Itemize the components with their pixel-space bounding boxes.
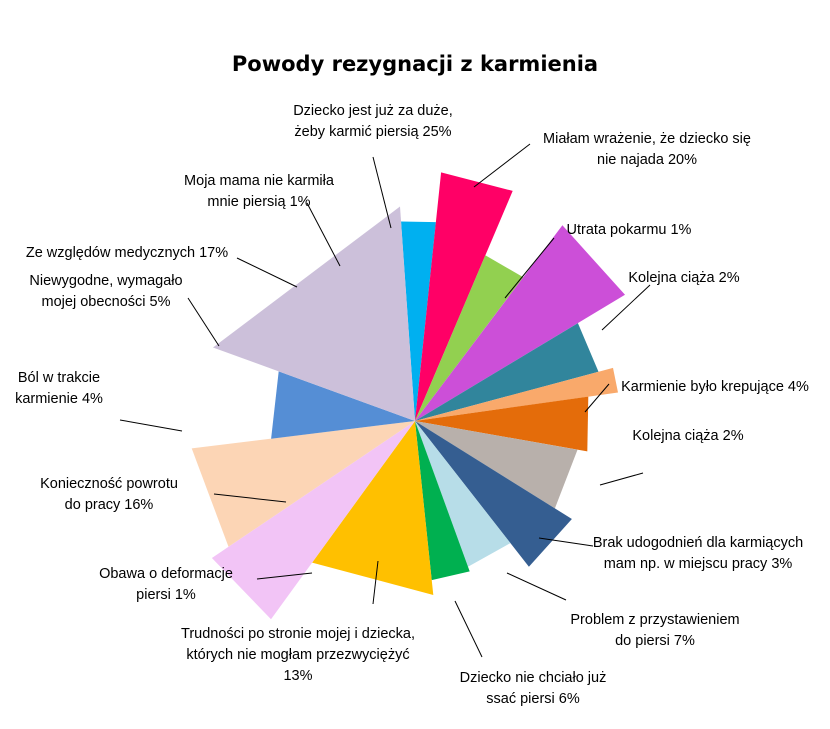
slice-label: Moja mama nie karmiła <box>184 173 335 189</box>
leader-line <box>504 237 555 299</box>
leader-line <box>372 156 392 229</box>
leader-line <box>584 383 610 413</box>
slice-label: do pracy 16% <box>65 497 154 513</box>
pie-slice <box>415 396 589 452</box>
pie-slice <box>415 367 618 421</box>
slice-label: 13% <box>283 668 312 684</box>
pie-wedges <box>191 172 625 620</box>
slice-label: mam np. w miejscu pracy 3% <box>604 556 793 572</box>
leader-line <box>372 560 379 605</box>
slice-label: Problem z przystawieniem <box>570 612 739 628</box>
slice-label: Miałam wrażenie, że dziecko się <box>543 131 751 147</box>
slice-label: Trudności po stronie mojej i dziecka, <box>181 626 415 642</box>
leader-line <box>538 537 594 547</box>
slice-label: Ból w trakcie <box>18 370 100 386</box>
pie-slice <box>415 421 470 581</box>
slice-label: Niewygodne, wymagało <box>29 273 182 289</box>
leader-line <box>119 419 183 432</box>
slice-label: Dziecko jest już za duże, <box>293 103 453 119</box>
slice-label: Kolejna ciąża 2% <box>628 270 739 286</box>
leader-line <box>236 257 298 288</box>
slice-label: nie najada 20% <box>597 152 697 168</box>
leader-line <box>187 297 220 347</box>
slice-label: Brak udogodnień dla karmiących <box>593 535 803 551</box>
leader-line <box>473 143 531 188</box>
pie-slice <box>415 421 511 567</box>
pie-slice <box>211 421 415 620</box>
chart-title: Powody rezygnacji z karmienia <box>232 52 598 76</box>
slice-label: Karmienie było krepujące 4% <box>621 379 809 395</box>
pie-slice <box>312 421 434 595</box>
leader-lines <box>119 143 651 658</box>
slice-label: ssać piersi 6% <box>486 691 580 707</box>
pie-slice <box>415 421 578 509</box>
slice-label: Ze względów medycznych 17% <box>26 245 228 261</box>
slice-label: mojej obecności 5% <box>42 294 171 310</box>
leader-line <box>454 600 483 658</box>
pie-slice <box>191 421 415 547</box>
leader-line <box>599 472 644 486</box>
leader-line <box>213 493 287 503</box>
pie-slice <box>415 172 513 421</box>
slice-label: piersi 1% <box>136 587 196 603</box>
slice-label: żeby karmić piersią 25% <box>294 124 451 140</box>
pie-slice <box>271 371 415 439</box>
slice-labels: Dziecko jest już za duże, żeby karmić pie… <box>15 103 809 707</box>
slice-label: Dziecko nie chciało już <box>460 670 607 686</box>
pie-slice <box>415 255 524 421</box>
slice-label: Kolejna ciąża 2% <box>632 428 743 444</box>
pie-slice <box>415 323 599 421</box>
pie-slice <box>415 225 625 421</box>
pie-slice <box>213 206 415 421</box>
leader-line <box>256 572 313 580</box>
leader-line <box>306 202 341 267</box>
pie-slice <box>401 221 436 421</box>
slice-label: których nie mogłam przezwyciężyć <box>186 647 409 663</box>
leader-line <box>506 572 567 601</box>
leader-line <box>601 284 651 331</box>
slice-label: karmienie 4% <box>15 391 103 407</box>
slice-label: do piersi 7% <box>615 633 695 649</box>
slice-label: Obawa o deformacje <box>99 566 233 582</box>
slice-label: Konieczność powrotu <box>40 476 178 492</box>
slice-label: Utrata pokarmu 1% <box>567 222 692 238</box>
pie-slice <box>415 421 572 567</box>
slice-label: mnie piersią 1% <box>207 194 310 210</box>
